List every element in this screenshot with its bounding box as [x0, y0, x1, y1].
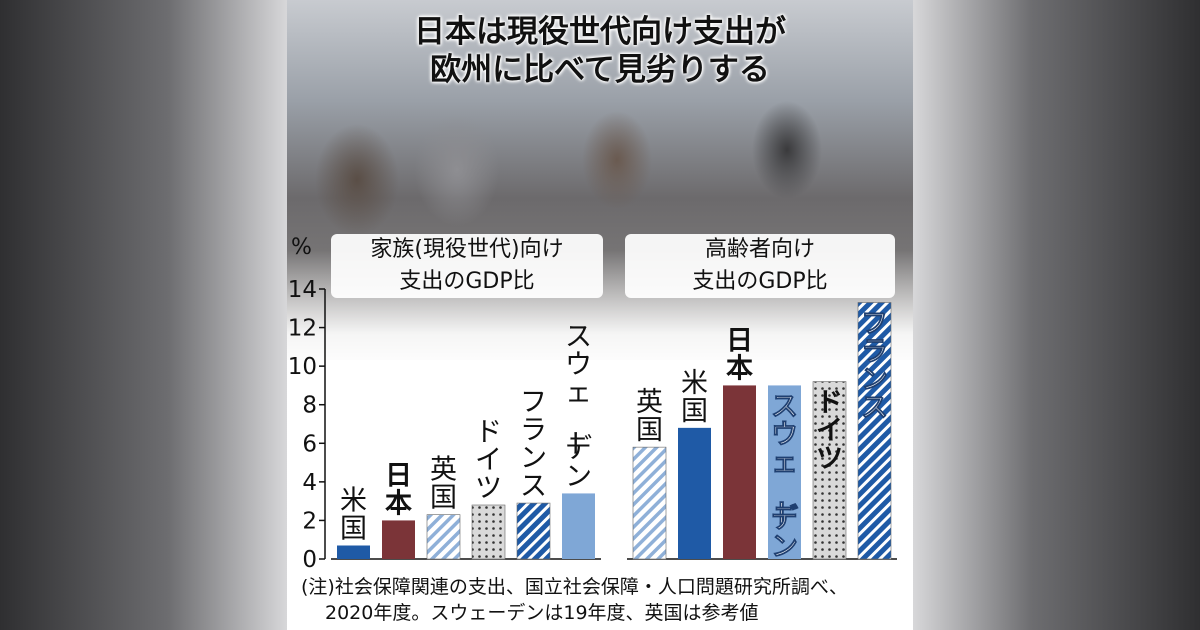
y-tick-label: 0 — [302, 547, 317, 573]
elderly-chart-title: 高齢者向け 支出のGDP比 — [625, 234, 895, 298]
bar-スウェーデン — [562, 493, 595, 559]
family-chart-title-line-2: 支出のGDP比 — [399, 269, 535, 294]
y-axis-unit: % — [291, 235, 312, 260]
infographic-panel: 日本は現役世代向け支出が 欧州に比べて見劣りする 家族(現役世代)向け 支出のG… — [287, 0, 913, 630]
category-label-スウェーデン: スウェーデン — [764, 391, 799, 562]
y-tick-label: 8 — [302, 393, 317, 419]
category-label-ドイツ: ドイツ — [816, 388, 843, 475]
y-tick-label: 2 — [302, 508, 317, 534]
y-tick-label: 6 — [302, 431, 317, 457]
bar-英国 — [426, 514, 461, 560]
category-label-日本: 日本 — [385, 460, 412, 519]
bar-米国 — [337, 545, 370, 559]
bar-スウェーデン — [768, 385, 801, 559]
elderly-chart-title-line-1: 高齢者向け — [704, 237, 815, 262]
category-label-フランス: フランス — [520, 387, 547, 502]
note-line-1: (注)社会保障関連の支出、国立社会保障・人口問題研究所調べ、 — [301, 576, 848, 598]
y-tick-label: 10 — [288, 354, 317, 380]
bar-日本 — [382, 520, 415, 559]
y-tick-label: 4 — [302, 470, 317, 496]
bar-ドイツ — [812, 381, 847, 560]
category-label-英国: 英国 — [430, 455, 457, 514]
elderly-chart-title-line-2: 支出のGDP比 — [692, 269, 828, 294]
category-label-フランス: フランス — [861, 309, 888, 424]
category-label-日本: 日本 — [726, 325, 753, 384]
headline-line-1: 日本は現役世代向け支出が — [414, 14, 786, 50]
bar-フランス — [857, 302, 892, 560]
category-label-スウェーデン: スウェーデン — [558, 321, 592, 492]
bar-フランス — [516, 502, 551, 560]
category-label-米国: 米国 — [340, 486, 367, 545]
category-label-ドイツ: ドイツ — [475, 417, 502, 504]
family-chart-title-line-1: 家族(現役世代)向け — [370, 237, 564, 262]
headline-line-2: 欧州に比べて見劣りする — [430, 52, 770, 88]
y-tick-label: 12 — [288, 316, 317, 342]
bar-日本 — [723, 385, 756, 559]
bar-米国 — [678, 427, 711, 559]
category-label-米国: 米国 — [681, 368, 708, 427]
bar-charts: %02468101214米国日本英国ドイツフランススウェーデン英国米国日本スウェ… — [288, 235, 897, 573]
family-chart-title: 家族(現役世代)向け 支出のGDP比 — [331, 234, 603, 298]
bar-ドイツ — [471, 504, 506, 560]
note-line-2: 2020年度。スウェーデンは19年度、英国は参考値 — [325, 602, 759, 624]
y-tick-label: 14 — [288, 277, 317, 303]
category-label-英国: 英国 — [636, 387, 663, 446]
bar-英国 — [632, 446, 667, 560]
